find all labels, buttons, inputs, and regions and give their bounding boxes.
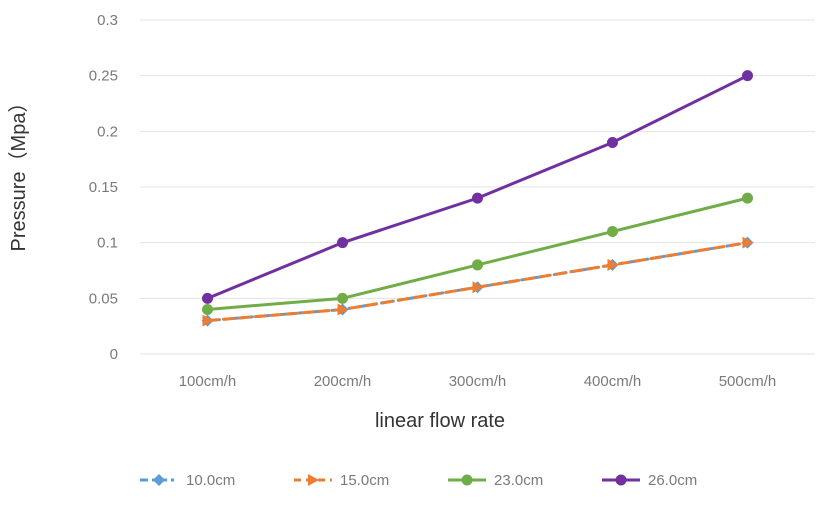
x-axis-title: linear flow rate — [375, 410, 505, 432]
data-point-23-0cm — [607, 226, 618, 238]
legend: 10.0cm 15.0cm 23.0cm 26.0cm — [140, 472, 697, 489]
data-point-15-0cm — [607, 258, 619, 271]
data-point-26-0cm — [337, 237, 348, 249]
legend-label: 26.0cm — [648, 472, 697, 489]
x-tick-label: 100cm/h — [179, 373, 237, 390]
legend-item-15-0cm: 15.0cm — [294, 472, 389, 489]
y-tick-label: 0 — [110, 346, 118, 363]
data-point-15-0cm — [742, 236, 754, 249]
data-point-15-0cm — [337, 303, 349, 316]
legend-label: 10.0cm — [186, 472, 235, 489]
series-lines — [201, 70, 754, 327]
y-tick-label: 0.05 — [89, 290, 118, 307]
x-tick-label: 300cm/h — [449, 373, 507, 390]
y-tick-label: 0.3 — [97, 12, 118, 29]
legend-label: 23.0cm — [494, 472, 543, 489]
series-10-0cm — [201, 236, 754, 327]
x-tick-label: 200cm/h — [314, 373, 372, 390]
y-tick-label: 0.25 — [89, 68, 118, 85]
y-axis-title: Pressure（Mpa） — [7, 93, 30, 252]
data-point-26-0cm — [742, 70, 753, 82]
x-tick-label: 500cm/h — [719, 373, 777, 390]
legend-marker — [153, 474, 165, 486]
legend-label: 15.0cm — [340, 472, 389, 489]
data-point-26-0cm — [202, 292, 213, 304]
data-point-23-0cm — [742, 192, 753, 204]
data-point-15-0cm — [202, 314, 214, 327]
data-point-26-0cm — [607, 136, 618, 148]
data-point-26-0cm — [472, 192, 483, 204]
y-tick-label: 0.2 — [97, 123, 118, 140]
legend-item-26-0cm: 26.0cm — [602, 472, 697, 489]
grid-lines — [140, 19, 815, 355]
data-point-23-0cm — [202, 303, 213, 315]
y-tick-labels: 0 0.05 0.1 0.15 0.2 0.25 0.3 — [89, 12, 118, 363]
series-26-0cm — [202, 70, 753, 304]
legend-item-10-0cm: 10.0cm — [140, 472, 235, 489]
x-tick-labels: 100cm/h 200cm/h 300cm/h 400cm/h 500cm/h — [179, 373, 777, 390]
legend-item-23-0cm: 23.0cm — [448, 472, 543, 489]
legend-marker — [615, 474, 627, 486]
data-point-23-0cm — [337, 292, 348, 304]
series-15-0cm — [202, 236, 754, 327]
data-point-15-0cm — [472, 281, 484, 294]
series-23-0cm — [202, 192, 753, 315]
x-tick-label: 400cm/h — [584, 373, 642, 390]
data-point-23-0cm — [472, 259, 483, 271]
legend-marker — [461, 474, 473, 486]
y-tick-label: 0.1 — [97, 235, 118, 252]
y-tick-label: 0.15 — [89, 179, 118, 196]
legend-marker — [308, 474, 319, 486]
